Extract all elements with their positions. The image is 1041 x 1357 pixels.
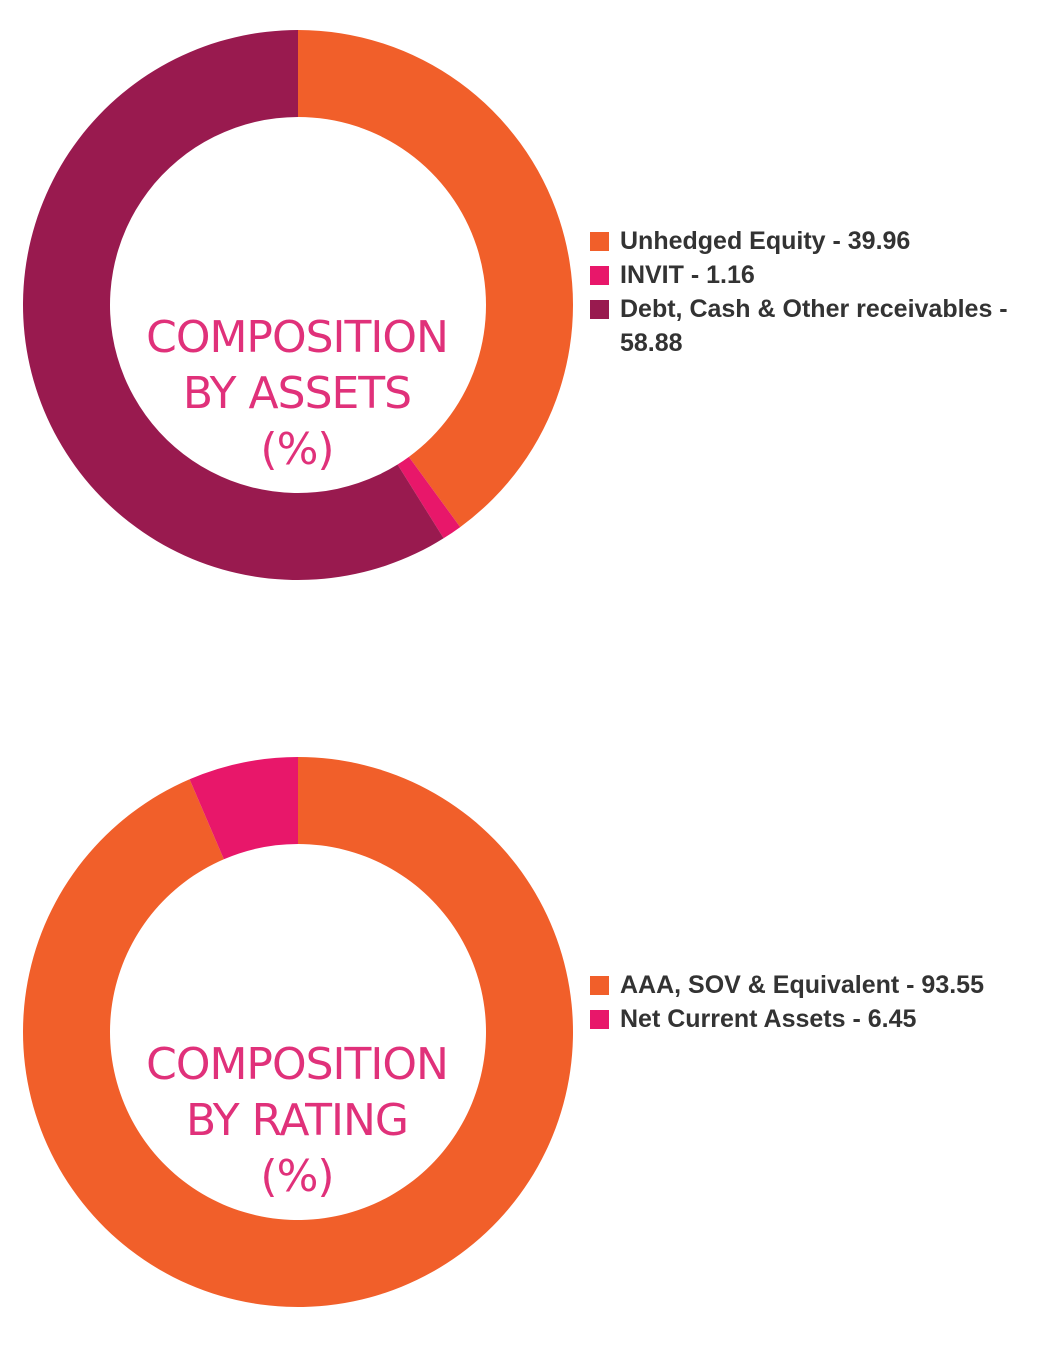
- legend-item-unhedged-equity: Unhedged Equity - 39.96: [590, 224, 1030, 258]
- rating-title-line-3: (%): [260, 1151, 334, 1202]
- assets-title-line-3: (%): [260, 424, 334, 475]
- legend-item-invit: INVIT - 1.16: [590, 258, 1030, 292]
- composition-by-rating-chart: COMPOSITION BY RATING (%) AAA, SOV & Equ…: [0, 757, 1041, 1357]
- assets-donut: [22, 30, 574, 580]
- assets-donut-title: COMPOSITION BY ASSETS (%): [122, 310, 472, 478]
- legend-swatch: [590, 232, 609, 251]
- rating-donut-title: COMPOSITION BY RATING (%): [122, 1037, 472, 1205]
- rating-legend: AAA, SOV & Equivalent - 93.55 Net Curren…: [590, 968, 1030, 1036]
- donut-slice-aaa-sov-equivalent: [22, 757, 574, 1307]
- assets-title-line-1: COMPOSITION: [146, 312, 449, 363]
- donut-slice-debt-cash-other-receivables: [22, 30, 444, 580]
- legend-item-debt-cash-other: Debt, Cash & Other receivables - 58.88: [590, 292, 1030, 360]
- legend-label: Debt, Cash & Other receivables - 58.88: [620, 295, 1008, 357]
- legend-swatch: [590, 1010, 609, 1029]
- donut-slice-invit: [397, 456, 461, 539]
- legend-item-net-current-assets: Net Current Assets - 6.45: [590, 1002, 1030, 1036]
- composition-by-assets-chart: COMPOSITION BY ASSETS (%) Unhedged Equit…: [0, 30, 1041, 630]
- assets-title-line-2: BY ASSETS: [182, 368, 412, 419]
- donut-slice-net-current-assets: [189, 757, 298, 860]
- rating-title-line-2: BY RATING: [186, 1095, 409, 1146]
- legend-label: AAA, SOV & Equivalent - 93.55: [620, 971, 984, 999]
- rating-title-line-1: COMPOSITION: [146, 1039, 449, 1090]
- legend-label: INVIT - 1.16: [620, 261, 755, 289]
- rating-donut: [22, 757, 574, 1307]
- assets-legend: Unhedged Equity - 39.96 INVIT - 1.16 Deb…: [590, 224, 1030, 360]
- legend-swatch: [590, 976, 609, 995]
- legend-swatch: [590, 300, 609, 319]
- legend-label: Net Current Assets - 6.45: [620, 1005, 917, 1033]
- donut-slice-unhedged-equity: [298, 30, 574, 528]
- legend-swatch: [590, 266, 609, 285]
- legend-label: Unhedged Equity - 39.96: [620, 227, 911, 255]
- legend-item-aaa-sov: AAA, SOV & Equivalent - 93.55: [590, 968, 1030, 1002]
